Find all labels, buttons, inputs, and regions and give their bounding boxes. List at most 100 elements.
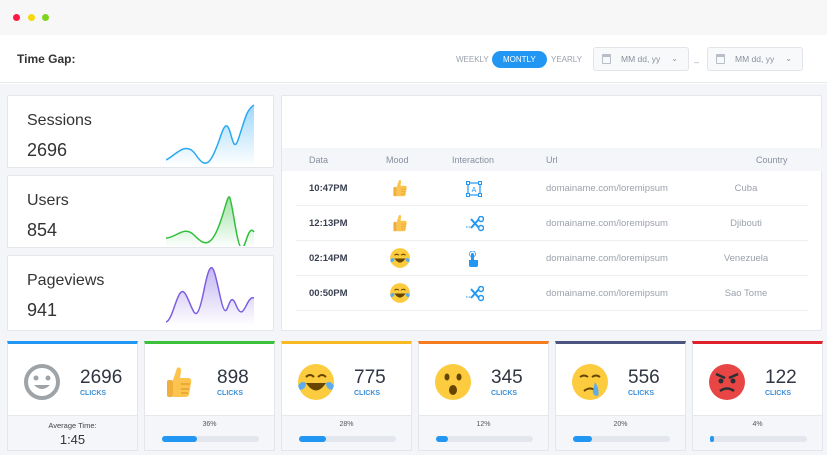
tears-of-joy-icon [296,362,336,407]
clicks-label: CLICKS [765,390,792,397]
row-country: Venezuela [723,253,769,264]
sparkline-chart [166,196,255,246]
cut-icon [466,215,485,235]
row-time: 10:47PM [309,183,348,194]
activity-table: Data Mood Interaction Url Country 10:47P… [281,95,822,331]
row-time: 00:50PM [309,288,348,299]
table-row[interactable]: 12:13PM domainame.com/loremipsum Djibout… [296,206,808,241]
average-time-label: Average Time: [48,421,97,430]
clicks-label: CLICKS [80,390,107,397]
clicks-label: CLICKS [628,390,655,397]
cut-icon [466,285,485,305]
percent-label: 28% [339,421,354,428]
row-url[interactable]: domainame.com/loremipsum [546,183,668,194]
angry-icon [707,362,747,407]
close-window-dot[interactable] [13,14,20,21]
sparkline-chart [166,104,255,166]
option-yearly[interactable]: YEARLY [551,55,582,64]
neutral-smile-icon [22,362,62,407]
calendar-icon [716,54,725,64]
mood-card-tears-of-joy: 775 CLICKS 28% [281,341,412,451]
row-url[interactable]: domainame.com/loremipsum [546,253,668,264]
progress-fill [299,436,327,442]
row-time: 02:14PM [309,253,348,264]
minimize-window-dot[interactable] [28,14,35,21]
thumbs-up-icon [159,362,199,407]
stat-value: 941 [27,300,58,320]
progress-bar [162,436,259,442]
mood-card-footer: 36% [145,415,274,450]
progress-fill [436,436,448,442]
surprised-icon [433,362,473,407]
clicks-count: 122 [765,367,797,388]
option-monthly[interactable]: MONTLY [492,51,547,68]
svg-text:A: A [472,187,477,194]
tears-of-joy-icon [389,247,411,272]
stat-label: Users [27,192,69,209]
table-row[interactable]: 02:14PM domainame.com/loremipsum Venezue… [296,241,808,276]
row-url[interactable]: domainame.com/loremipsum [546,288,668,299]
mood-card-thumbs-up: 898 CLICKS 36% [144,341,275,451]
stat-card-sessions: Sessions 2696 [7,95,274,168]
row-time: 12:13PM [309,218,348,229]
date-to-picker[interactable]: MM dd, yy ⌄ [707,47,803,71]
stat-value: 854 [27,220,58,240]
percent-label: 36% [202,421,217,428]
clicks-count: 345 [491,367,523,388]
progress-bar [436,436,533,442]
row-country: Sao Tome [724,288,768,299]
date-from-placeholder: MM dd, yy [621,54,661,64]
mood-card-angry: 122 CLICKS 4% [692,341,823,451]
table-header: Data Mood Interaction Url Country [282,148,822,171]
mood-card-footer: 12% [419,415,548,450]
table-row[interactable]: 00:50PM domainame.com/loremipsum Sao Tom… [296,276,808,311]
clicks-label: CLICKS [491,390,518,397]
clicks-count: 898 [217,367,249,388]
clicks-count: 2696 [80,367,123,388]
filter-header: Time Gap: WEEKLY MONTLY YEARLY MM dd, yy… [0,35,827,83]
maximize-window-dot[interactable] [42,14,49,21]
row-country: Djibouti [730,218,762,229]
table-row[interactable]: 10:47PM A domainame.com/loremipsum Cuba [296,171,808,206]
progress-fill [573,436,593,442]
column-url: Url [546,155,558,165]
window-titlebar [0,0,827,35]
progress-fill [710,436,714,442]
chevron-down-icon: ⌄ [785,54,792,63]
column-country: Country [756,155,788,165]
column-mood: Mood [386,155,409,165]
date-from-picker[interactable]: MM dd, yy ⌄ [593,47,689,71]
mood-card-footer: Average Time: 1:45 [8,415,137,450]
date-separator: – [694,57,700,67]
stat-value: 2696 [27,140,68,160]
time-gap-label: Time Gap: [17,52,76,66]
mood-card-footer: 20% [556,415,685,450]
tears-of-joy-icon [389,282,411,307]
text-select-icon: A [466,181,482,200]
progress-bar [710,436,807,442]
row-url[interactable]: domainame.com/loremipsum [546,218,668,229]
percent-label: 12% [476,421,491,428]
sparkline-chart [166,266,255,326]
option-weekly[interactable]: WEEKLY [456,55,489,64]
progress-bar [299,436,396,442]
clicks-label: CLICKS [217,390,244,397]
stat-card-pageviews: Pageviews 941 [7,255,274,331]
percent-label: 4% [752,421,763,428]
mood-card-footer: 28% [282,415,411,450]
column-interaction: Interaction [452,155,495,165]
percent-label: 20% [613,421,628,428]
stat-card-users: Users 854 [7,175,274,248]
row-country: Cuba [734,183,758,194]
clicks-count: 556 [628,367,660,388]
thumbs-up-icon [389,212,411,237]
date-to-placeholder: MM dd, yy [735,54,775,64]
average-time-value: 1:45 [59,432,86,447]
mood-card-footer: 4% [693,415,822,450]
chevron-down-icon: ⌄ [671,54,678,63]
stat-label: Sessions [27,112,92,129]
mood-card-neutral-smile: 2696 CLICKS Average Time: 1:45 [7,341,138,451]
crying-icon [570,362,610,407]
thumbs-up-icon [389,177,411,202]
tap-icon [466,250,480,270]
